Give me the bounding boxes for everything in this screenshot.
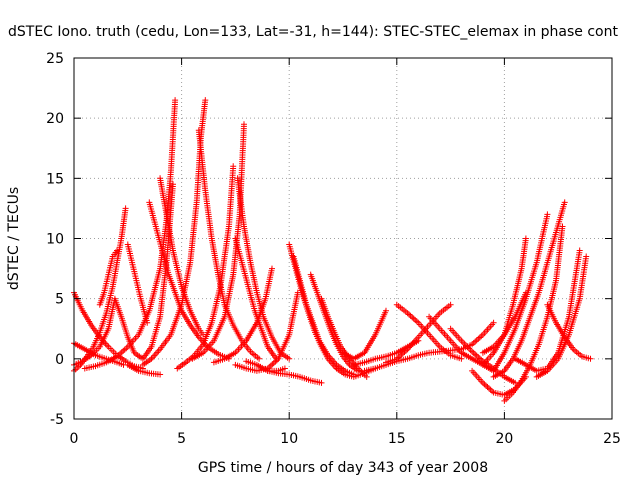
series-10-markers xyxy=(157,175,207,338)
series-40-markers xyxy=(479,289,529,356)
series-13-markers xyxy=(174,163,237,372)
series-40 xyxy=(479,289,529,356)
series-18 xyxy=(232,289,301,374)
x-tick-label: 10 xyxy=(280,431,298,447)
series-8-markers xyxy=(124,361,164,378)
series-9 xyxy=(146,199,232,362)
series-15-markers xyxy=(234,175,293,362)
x-axis-label: GPS time / hours of day 343 of year 2008 xyxy=(198,460,488,476)
y-tick-label: 15 xyxy=(46,171,64,187)
series-14-markers xyxy=(189,121,247,362)
x-tick-label: 20 xyxy=(495,431,513,447)
series-33-markers xyxy=(490,199,568,380)
series-21 xyxy=(290,253,357,378)
y-tick-label: 25 xyxy=(46,51,64,67)
x-tick-label: 5 xyxy=(177,431,186,447)
series-7-markers xyxy=(81,97,179,372)
series-39 xyxy=(533,253,590,380)
series-14 xyxy=(189,121,247,362)
series-36 xyxy=(490,211,551,374)
series-12 xyxy=(195,127,263,362)
y-tick-label: 0 xyxy=(55,352,64,368)
series-21-markers xyxy=(290,253,357,378)
series-15 xyxy=(234,175,293,362)
x-tick-label: 0 xyxy=(70,431,79,447)
series-36-markers xyxy=(490,211,551,374)
series-7 xyxy=(81,97,179,372)
series-13 xyxy=(174,163,237,372)
y-tick-label: 20 xyxy=(46,111,64,127)
y-tick-label: 5 xyxy=(55,292,64,308)
axis-ticks xyxy=(73,57,613,420)
y-tick-label: -5 xyxy=(50,412,64,428)
series-12-markers xyxy=(195,127,263,362)
series-17 xyxy=(210,265,275,366)
tick-labels: 0 5 10 15 20 25 -5 0 5 10 15 20 25 xyxy=(46,51,621,447)
series-24-markers xyxy=(264,367,325,386)
y-tick-label: 10 xyxy=(46,232,64,248)
data-points xyxy=(71,97,594,404)
series-30 xyxy=(426,313,497,374)
y-axis-label: dSTEC / TECUs xyxy=(6,187,22,290)
series-10 xyxy=(157,175,207,338)
series-18-markers xyxy=(232,289,301,374)
series-9-markers xyxy=(146,199,232,362)
series-30-markers xyxy=(426,313,497,374)
series-25 xyxy=(340,307,389,362)
series-25-markers xyxy=(340,307,389,362)
x-tick-label: 15 xyxy=(388,431,406,447)
x-tick-label: 25 xyxy=(603,431,621,447)
series-17-markers xyxy=(210,265,275,366)
series-24 xyxy=(264,367,325,386)
series-33 xyxy=(490,199,568,380)
series-8 xyxy=(124,361,164,378)
chart-title: dSTEC Iono. truth (cedu, Lon=133, Lat=-3… xyxy=(8,24,618,40)
series-5-markers xyxy=(96,247,120,308)
series-39-markers xyxy=(533,253,590,380)
series-5 xyxy=(96,247,120,308)
